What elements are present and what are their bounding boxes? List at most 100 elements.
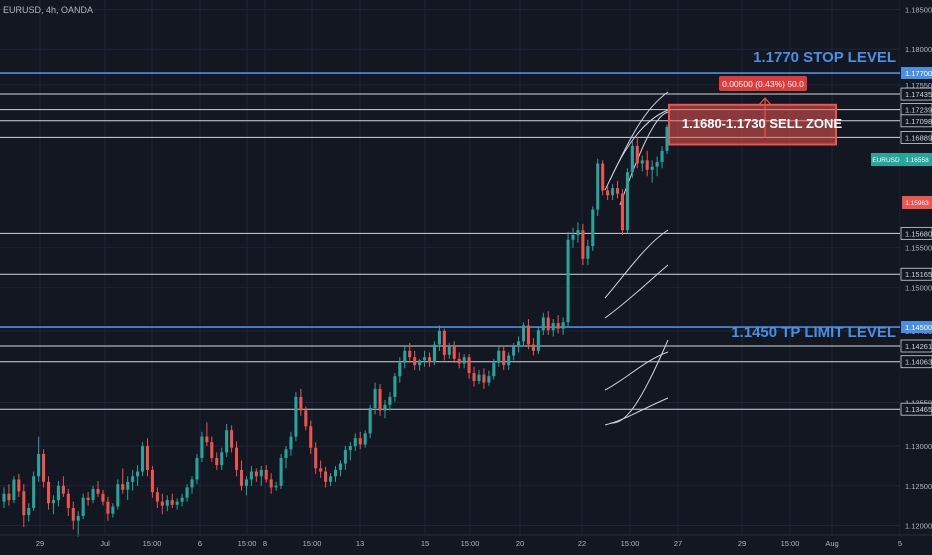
candle-body (61, 485, 65, 494)
candle-body (259, 469, 263, 477)
candle-body (591, 209, 595, 247)
candle-body (17, 479, 21, 492)
candle-body (319, 468, 323, 472)
level-price-label: 1.16889 (905, 133, 932, 142)
level-price-badge (900, 226, 932, 240)
time-tick-label: 29 (36, 539, 44, 548)
candle-body (299, 396, 303, 411)
candle-body (348, 446, 352, 451)
candle-body (195, 458, 199, 480)
candle-body (427, 357, 432, 362)
level-price-label: 1.13465 (905, 405, 932, 414)
candle-body (423, 357, 427, 361)
time-axis[interactable]: 29 Jul 15:00 6 15:00 8 15:00 13 15 15:00 20 22 15:00… (0, 534, 932, 548)
projection-curve (604, 264, 669, 319)
time-tick-label: 20 (516, 539, 524, 548)
candle-body (630, 146, 634, 173)
candle-body (388, 396, 392, 405)
candle-body (170, 500, 174, 505)
grid-lines (0, 0, 901, 535)
level-price-label: 1.17435 (905, 90, 932, 99)
symbol-header: EURUSD, 4h, OANDA (3, 5, 93, 15)
time-tick-label: 6 (198, 539, 202, 548)
symbol-badge-label: EURUSD (872, 157, 900, 164)
candle-body (126, 481, 130, 490)
candle-body (200, 436, 204, 459)
candle-body (338, 463, 342, 470)
level-price-label: 1.14500 (905, 323, 932, 332)
candle-body (536, 330, 540, 351)
candle-body (7, 493, 11, 501)
price-tick-label: 1.13000 (905, 442, 932, 451)
candle-body (12, 479, 16, 501)
last-price-badge (902, 153, 932, 166)
candle-body (249, 471, 253, 480)
level-price-label: 1.15165 (905, 270, 932, 279)
candle-body (239, 469, 244, 486)
candle-body (620, 193, 625, 231)
candle-body (398, 362, 402, 377)
level-price-badge (900, 355, 932, 369)
time-tick-label: 22 (578, 539, 586, 548)
candle-body (606, 190, 610, 196)
time-tick-label: Jul (100, 539, 110, 548)
candle-body (487, 376, 491, 383)
level-price-badge (900, 87, 932, 101)
red-price-badge (902, 196, 932, 209)
candle-body (225, 430, 229, 453)
candle-body (383, 404, 387, 411)
candle-body (512, 346, 516, 356)
candle-body (37, 454, 41, 477)
price-tick-label: 1.12500 (905, 482, 932, 491)
candle-body (447, 346, 451, 355)
level-price-badge (901, 321, 932, 334)
candle-body (32, 476, 36, 509)
candle-body (368, 407, 372, 434)
candle-body (141, 446, 145, 472)
candle-body (284, 449, 288, 459)
time-tick-label: 27 (674, 539, 682, 548)
candle-body (378, 388, 382, 411)
candle-body (640, 160, 644, 164)
candle-body (324, 471, 328, 482)
candle-body (279, 458, 283, 486)
candle-body (492, 362, 496, 377)
candle-body (76, 515, 80, 521)
candle-body (210, 442, 214, 459)
level-price-badge (900, 131, 932, 144)
candle-body (160, 501, 164, 506)
candle-body (46, 481, 51, 504)
candle-body (274, 485, 278, 488)
candle-body (442, 331, 446, 355)
level-price-badge (900, 339, 932, 353)
candle-body (408, 350, 412, 358)
time-tick-label: 15:00 (238, 539, 257, 548)
candle-body (472, 373, 476, 382)
candle-body (150, 469, 154, 493)
candle-body (22, 491, 26, 516)
measure-label: 0.00500 (0.43%) 50.0 (722, 79, 804, 89)
level-price-label: 1.17098 (905, 117, 932, 126)
candle-body (452, 346, 456, 359)
candle-body (561, 322, 565, 329)
candle-body (546, 317, 550, 331)
level-price-badge (900, 114, 932, 128)
candle-body (329, 476, 333, 482)
candle-body (91, 488, 95, 501)
candle-body (190, 479, 194, 488)
candle-body (66, 493, 70, 509)
candle-body (556, 323, 560, 329)
price-axis[interactable]: 1.185001.180001.175501.155001.150001.144… (900, 0, 932, 550)
candle-body (373, 388, 377, 408)
candle-body (215, 458, 219, 466)
measure-badge (719, 76, 807, 91)
candle-body (304, 410, 308, 427)
candle-body (86, 497, 90, 501)
candle-body (264, 469, 268, 480)
candle-body (457, 358, 461, 364)
projection-curve (604, 229, 669, 299)
candle-body (180, 497, 184, 502)
candle-body (42, 454, 46, 482)
